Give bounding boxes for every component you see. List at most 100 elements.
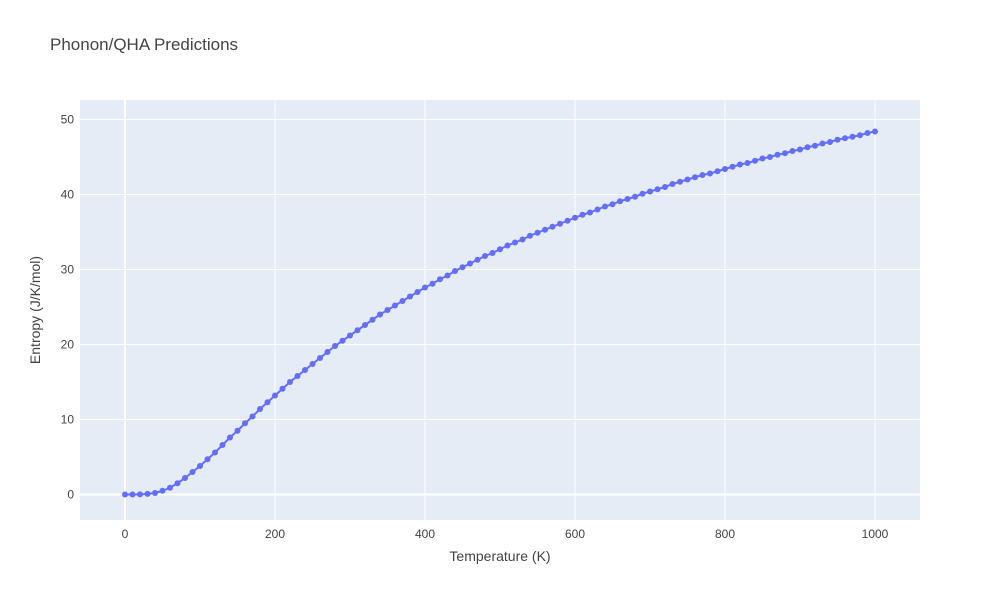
data-point [324, 349, 331, 355]
data-point [152, 490, 158, 496]
y-tick-label: 40 [61, 188, 75, 202]
data-point [384, 307, 391, 313]
data-point [797, 146, 803, 153]
data-point [549, 223, 556, 230]
data-point [332, 343, 338, 349]
data-point [257, 406, 263, 412]
data-point [497, 246, 503, 253]
data-point [167, 484, 173, 491]
data-point [444, 272, 451, 279]
data-point [534, 229, 541, 236]
data-point [722, 166, 728, 172]
data-point [174, 480, 181, 487]
data-point [429, 280, 436, 287]
data-point [744, 160, 751, 166]
data-point [767, 154, 773, 160]
plot-area [80, 100, 920, 520]
data-point [347, 332, 353, 339]
data-point [819, 140, 826, 147]
data-point [842, 135, 848, 142]
data-point [242, 420, 248, 427]
data-point [512, 239, 518, 246]
data-point [527, 232, 533, 239]
data-point [272, 392, 278, 399]
data-point [264, 399, 271, 406]
data-point [422, 284, 428, 291]
data-point [249, 413, 256, 420]
data-point [714, 168, 721, 175]
data-point [294, 373, 301, 379]
data-point [399, 298, 406, 304]
data-point [144, 490, 151, 497]
data-point [369, 316, 376, 323]
y-axis-title: Entropy (J/K/mol) [27, 256, 43, 364]
data-point [632, 193, 638, 200]
data-point [699, 172, 706, 178]
data-point [759, 155, 766, 162]
y-tick-label: 30 [61, 263, 75, 277]
data-point [452, 268, 458, 274]
data-point [197, 463, 203, 469]
data-point [302, 367, 308, 373]
data-point [182, 475, 188, 481]
data-point [189, 469, 196, 475]
chart-title: Phonon/QHA Predictions [50, 35, 238, 54]
data-point [234, 427, 241, 434]
data-point [849, 133, 856, 140]
data-point [789, 148, 796, 154]
data-point [572, 214, 578, 221]
data-point [474, 256, 481, 263]
data-point [362, 322, 368, 328]
data-point [122, 491, 128, 498]
y-tick-label: 0 [67, 488, 74, 502]
data-point [639, 190, 646, 197]
data-point [489, 250, 496, 256]
data-point [752, 157, 758, 164]
data-point [617, 198, 623, 205]
data-point [662, 184, 668, 190]
data-point [737, 161, 743, 168]
data-point [587, 209, 593, 216]
y-tick-label: 50 [61, 113, 75, 127]
data-point [519, 236, 526, 243]
x-tick-label: 600 [565, 527, 585, 541]
data-point [309, 361, 316, 367]
data-point [339, 337, 346, 344]
data-point [437, 276, 443, 283]
data-point [669, 181, 676, 187]
grid [80, 100, 920, 520]
x-tick-label: 1000 [862, 527, 889, 541]
y-tick-label: 10 [61, 413, 75, 427]
data-point [774, 151, 781, 158]
data-point [602, 203, 608, 210]
data-point [392, 302, 398, 309]
data-point [542, 226, 548, 233]
data-point [782, 150, 788, 157]
data-point [354, 327, 361, 334]
data-point [279, 385, 286, 392]
series-layer [122, 128, 878, 498]
data-point [684, 176, 691, 183]
data-point [804, 144, 811, 151]
data-point [827, 139, 833, 145]
data-point [857, 132, 863, 139]
data-point [609, 201, 616, 208]
data-point [692, 174, 698, 181]
data-point [407, 293, 413, 300]
data-point [677, 178, 683, 185]
data-point [579, 211, 586, 218]
data-point [137, 491, 143, 498]
y-tick-label: 20 [61, 338, 75, 352]
data-point [834, 136, 841, 143]
data-point [204, 456, 211, 463]
x-tick-label: 400 [415, 527, 435, 541]
data-point [159, 487, 166, 494]
data-point [654, 186, 661, 193]
data-point [864, 130, 871, 136]
x-tick-label: 800 [715, 527, 735, 541]
data-point [564, 217, 571, 224]
data-point [287, 379, 293, 385]
data-point [377, 311, 383, 318]
data-point [624, 196, 631, 202]
data-point [414, 289, 421, 295]
